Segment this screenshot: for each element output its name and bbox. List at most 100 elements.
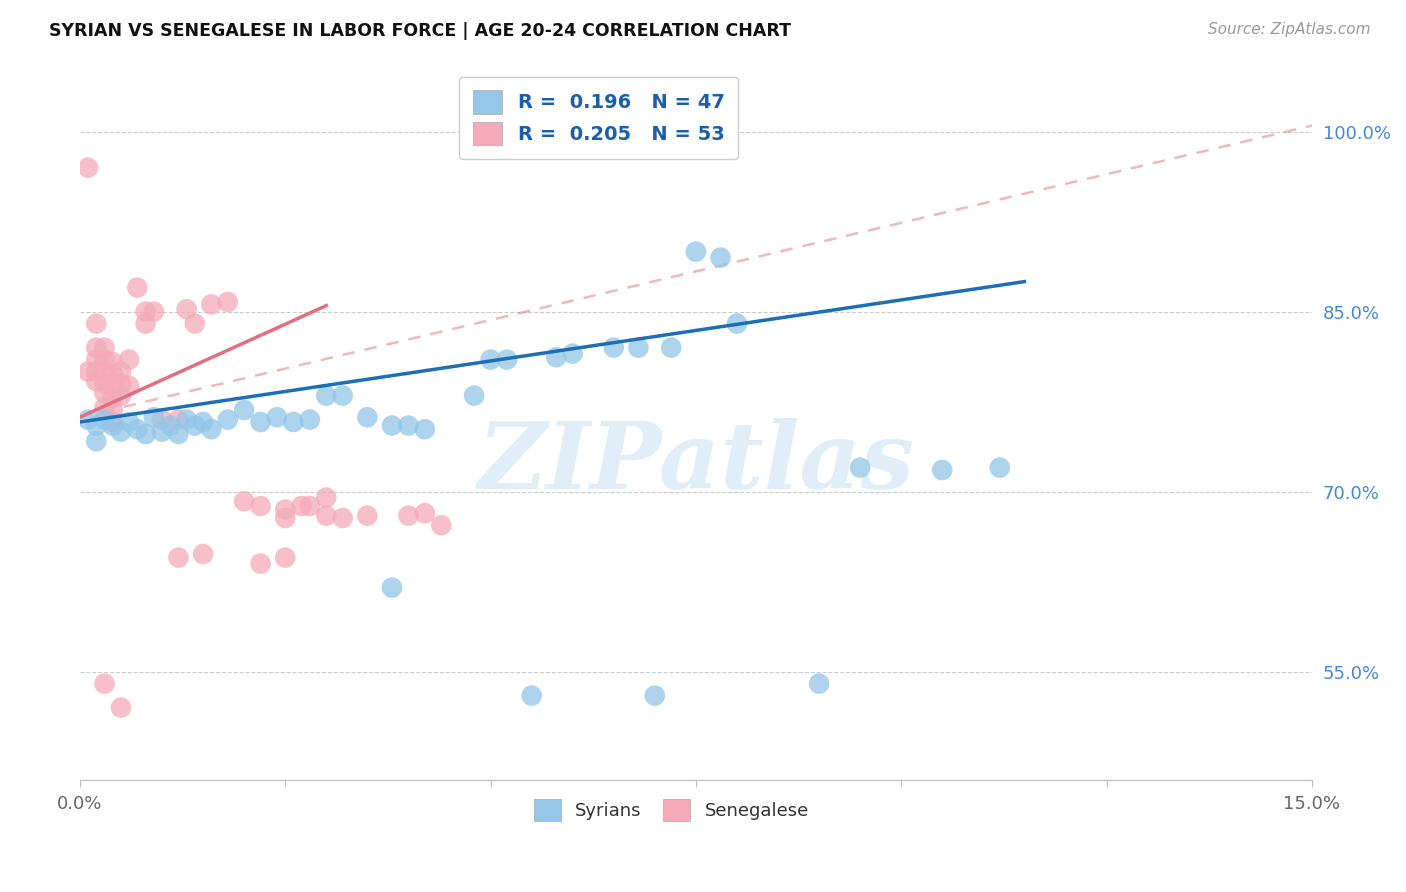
Point [291,499,314,513]
Point [77,412,100,426]
Point [396,418,419,433]
Point [396,508,419,523]
Point [849,460,872,475]
Point [659,341,682,355]
Point [479,352,502,367]
Point [110,365,132,379]
Point [84,434,107,449]
Point [644,689,666,703]
Point [381,418,404,433]
Point [101,355,124,369]
Point [191,547,214,561]
Point [167,427,190,442]
Point [110,425,132,439]
Point [150,412,173,426]
Point [176,302,198,317]
Point [200,297,222,311]
Point [93,365,115,379]
Point [135,427,157,442]
Point [808,676,831,690]
Point [93,412,115,426]
Point [93,386,115,401]
Point [413,422,436,436]
Point [101,379,124,393]
Point [77,161,100,175]
Point [84,418,107,433]
Text: ZIPatlas: ZIPatlas [478,417,914,508]
Point [150,425,173,439]
Point [110,389,132,403]
Point [118,352,141,367]
Point [217,412,239,426]
Point [546,350,568,364]
Point [77,365,100,379]
Point [315,389,337,403]
Point [135,304,157,318]
Point [200,422,222,436]
Point [315,491,337,505]
Point [184,317,207,331]
Point [709,251,731,265]
Point [101,415,124,429]
Point [127,280,149,294]
Point [332,389,354,403]
Point [561,346,583,360]
Point [93,676,115,690]
Point [274,502,297,516]
Point [167,550,190,565]
Point [298,412,321,426]
Point [298,499,321,513]
Point [93,341,115,355]
Point [101,418,124,433]
Point [135,317,157,331]
Legend: Syrians, Senegalese: Syrians, Senegalese [519,784,824,836]
Point [110,376,132,391]
Point [93,376,115,391]
Point [603,341,626,355]
Point [127,422,149,436]
Point [101,403,124,417]
Point [142,304,165,318]
Point [167,412,190,426]
Text: Source: ZipAtlas.com: Source: ZipAtlas.com [1208,22,1371,37]
Point [84,365,107,379]
Point [725,317,748,331]
Point [249,499,271,513]
Point [315,508,337,523]
Point [381,581,404,595]
Point [233,403,256,417]
Point [463,389,485,403]
Point [118,415,141,429]
Point [84,341,107,355]
Point [266,410,288,425]
Point [356,410,378,425]
Point [84,374,107,388]
Point [249,557,271,571]
Point [159,418,181,433]
Point [274,550,297,565]
Point [413,506,436,520]
Point [142,410,165,425]
Point [217,295,239,310]
Point [191,415,214,429]
Point [520,689,543,703]
Point [233,494,256,508]
Point [356,508,378,523]
Point [274,511,297,525]
Point [283,415,305,429]
Point [176,412,198,426]
Point [93,352,115,367]
Point [496,352,519,367]
Point [249,415,271,429]
Point [101,391,124,405]
Point [931,463,953,477]
Text: SYRIAN VS SENEGALESE IN LABOR FORCE | AGE 20-24 CORRELATION CHART: SYRIAN VS SENEGALESE IN LABOR FORCE | AG… [49,22,792,40]
Point [118,379,141,393]
Point [627,341,650,355]
Point [84,352,107,367]
Point [84,317,107,331]
Point [184,418,207,433]
Point [988,460,1011,475]
Point [332,511,354,525]
Point [685,244,707,259]
